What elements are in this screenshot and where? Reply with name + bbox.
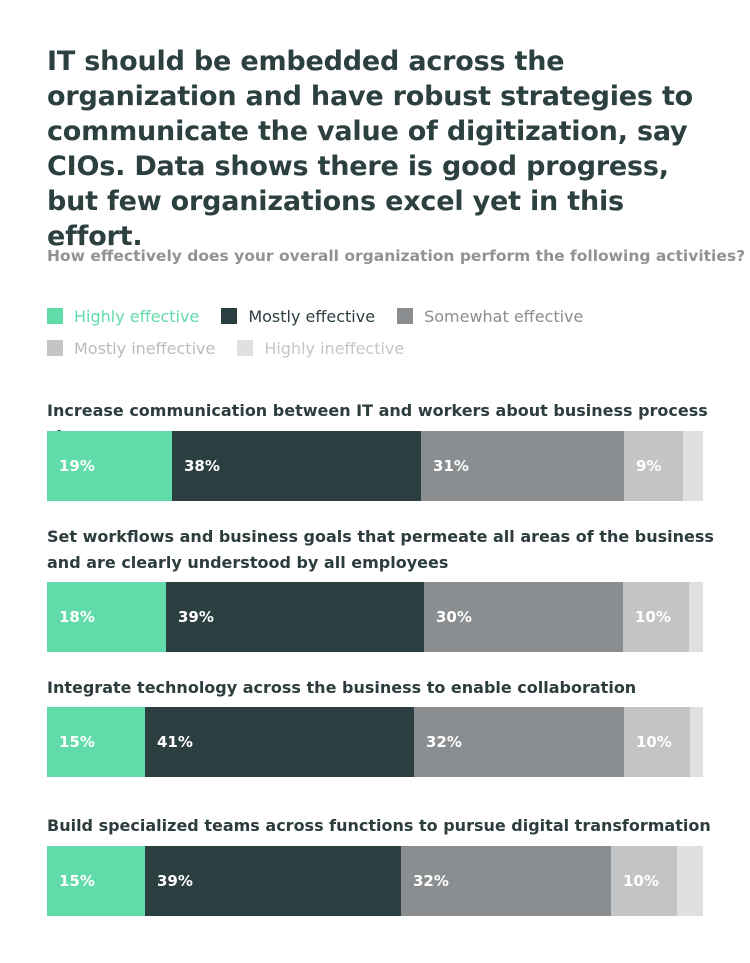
data-label: 15%: [59, 733, 95, 751]
legend: Highly effective Mostly effective Somewh…: [47, 300, 727, 364]
legend-swatch: [47, 340, 63, 356]
data-label: 19%: [59, 457, 95, 475]
bar-segment: 32%: [414, 707, 624, 777]
row-label: Build specialized teams across functions…: [47, 816, 711, 835]
legend-item-mostly-ineffective: Mostly ineffective: [47, 339, 215, 358]
data-label: 39%: [157, 872, 193, 890]
legend-swatch: [47, 308, 63, 324]
data-label: 18%: [59, 608, 95, 626]
legend-swatch: [221, 308, 238, 324]
legend-row-2: Mostly ineffective Highly ineffective: [47, 332, 727, 364]
legend-swatch: [397, 308, 414, 324]
data-label: 10%: [623, 872, 659, 890]
bar-segment: 15%: [47, 707, 145, 777]
bar-segment: [683, 431, 703, 501]
row-label: Set workflows and business goals that pe…: [47, 527, 714, 572]
legend-item-highly-ineffective: Highly ineffective: [237, 339, 404, 358]
chart-title: IT should be embedded across the organiz…: [47, 46, 694, 252]
data-label: 30%: [436, 608, 472, 626]
data-label: 32%: [413, 872, 449, 890]
bar-segment: 18%: [47, 582, 166, 652]
bar-segment: 10%: [611, 846, 677, 916]
bar-segment: 9%: [624, 431, 683, 501]
bar-row: 15% 39% 32% 10%: [47, 846, 703, 916]
legend-label: Highly effective: [74, 306, 200, 326]
data-label: 31%: [433, 457, 469, 475]
legend-label: Mostly ineffective: [74, 338, 216, 358]
bar-row: 15% 41% 32% 10%: [47, 707, 703, 777]
bar-segment: 41%: [145, 707, 414, 777]
legend-item-somewhat-effective: Somewhat effective: [397, 307, 583, 326]
data-label: 10%: [635, 608, 671, 626]
legend-swatch: [237, 340, 254, 356]
data-label: 38%: [184, 457, 220, 475]
bar-segment: [689, 582, 703, 652]
stacked-bar-chart: Increase communication between IT and wo…: [47, 0, 714, 963]
legend-row-1: Highly effective Mostly effective Somewh…: [47, 300, 727, 332]
data-label: 9%: [636, 457, 662, 475]
data-label: 39%: [178, 608, 214, 626]
bar-segment: 10%: [624, 707, 690, 777]
bar-segment: 19%: [47, 431, 172, 501]
legend-label: Mostly effective: [248, 306, 376, 326]
bar-segment: 10%: [623, 582, 689, 652]
row-label: Integrate technology across the business…: [47, 678, 637, 697]
data-label: 10%: [636, 733, 672, 751]
bar-row: 19% 38% 31% 9%: [47, 431, 703, 501]
bar-segment: 31%: [421, 431, 624, 501]
bar-segment: [677, 846, 703, 916]
bar-segment: 38%: [172, 431, 421, 501]
data-label: 41%: [157, 733, 193, 751]
bar-segment: 15%: [47, 846, 145, 916]
legend-item-mostly-effective: Mostly effective: [221, 307, 375, 326]
survey-question: How effectively does your overall organi…: [47, 247, 746, 265]
bar-segment: 39%: [145, 846, 401, 916]
bar-segment: 30%: [424, 582, 623, 652]
bar-segment: 39%: [166, 582, 424, 652]
legend-label: Somewhat effective: [424, 306, 584, 326]
data-label: 15%: [59, 872, 95, 890]
bar-segment: [690, 707, 703, 777]
bar-row: 18% 39% 30% 10%: [47, 582, 703, 652]
bar-segment: 32%: [401, 846, 611, 916]
legend-item-highly-effective: Highly effective: [47, 307, 199, 326]
data-label: 32%: [426, 733, 462, 751]
legend-label: Highly ineffective: [264, 338, 405, 358]
